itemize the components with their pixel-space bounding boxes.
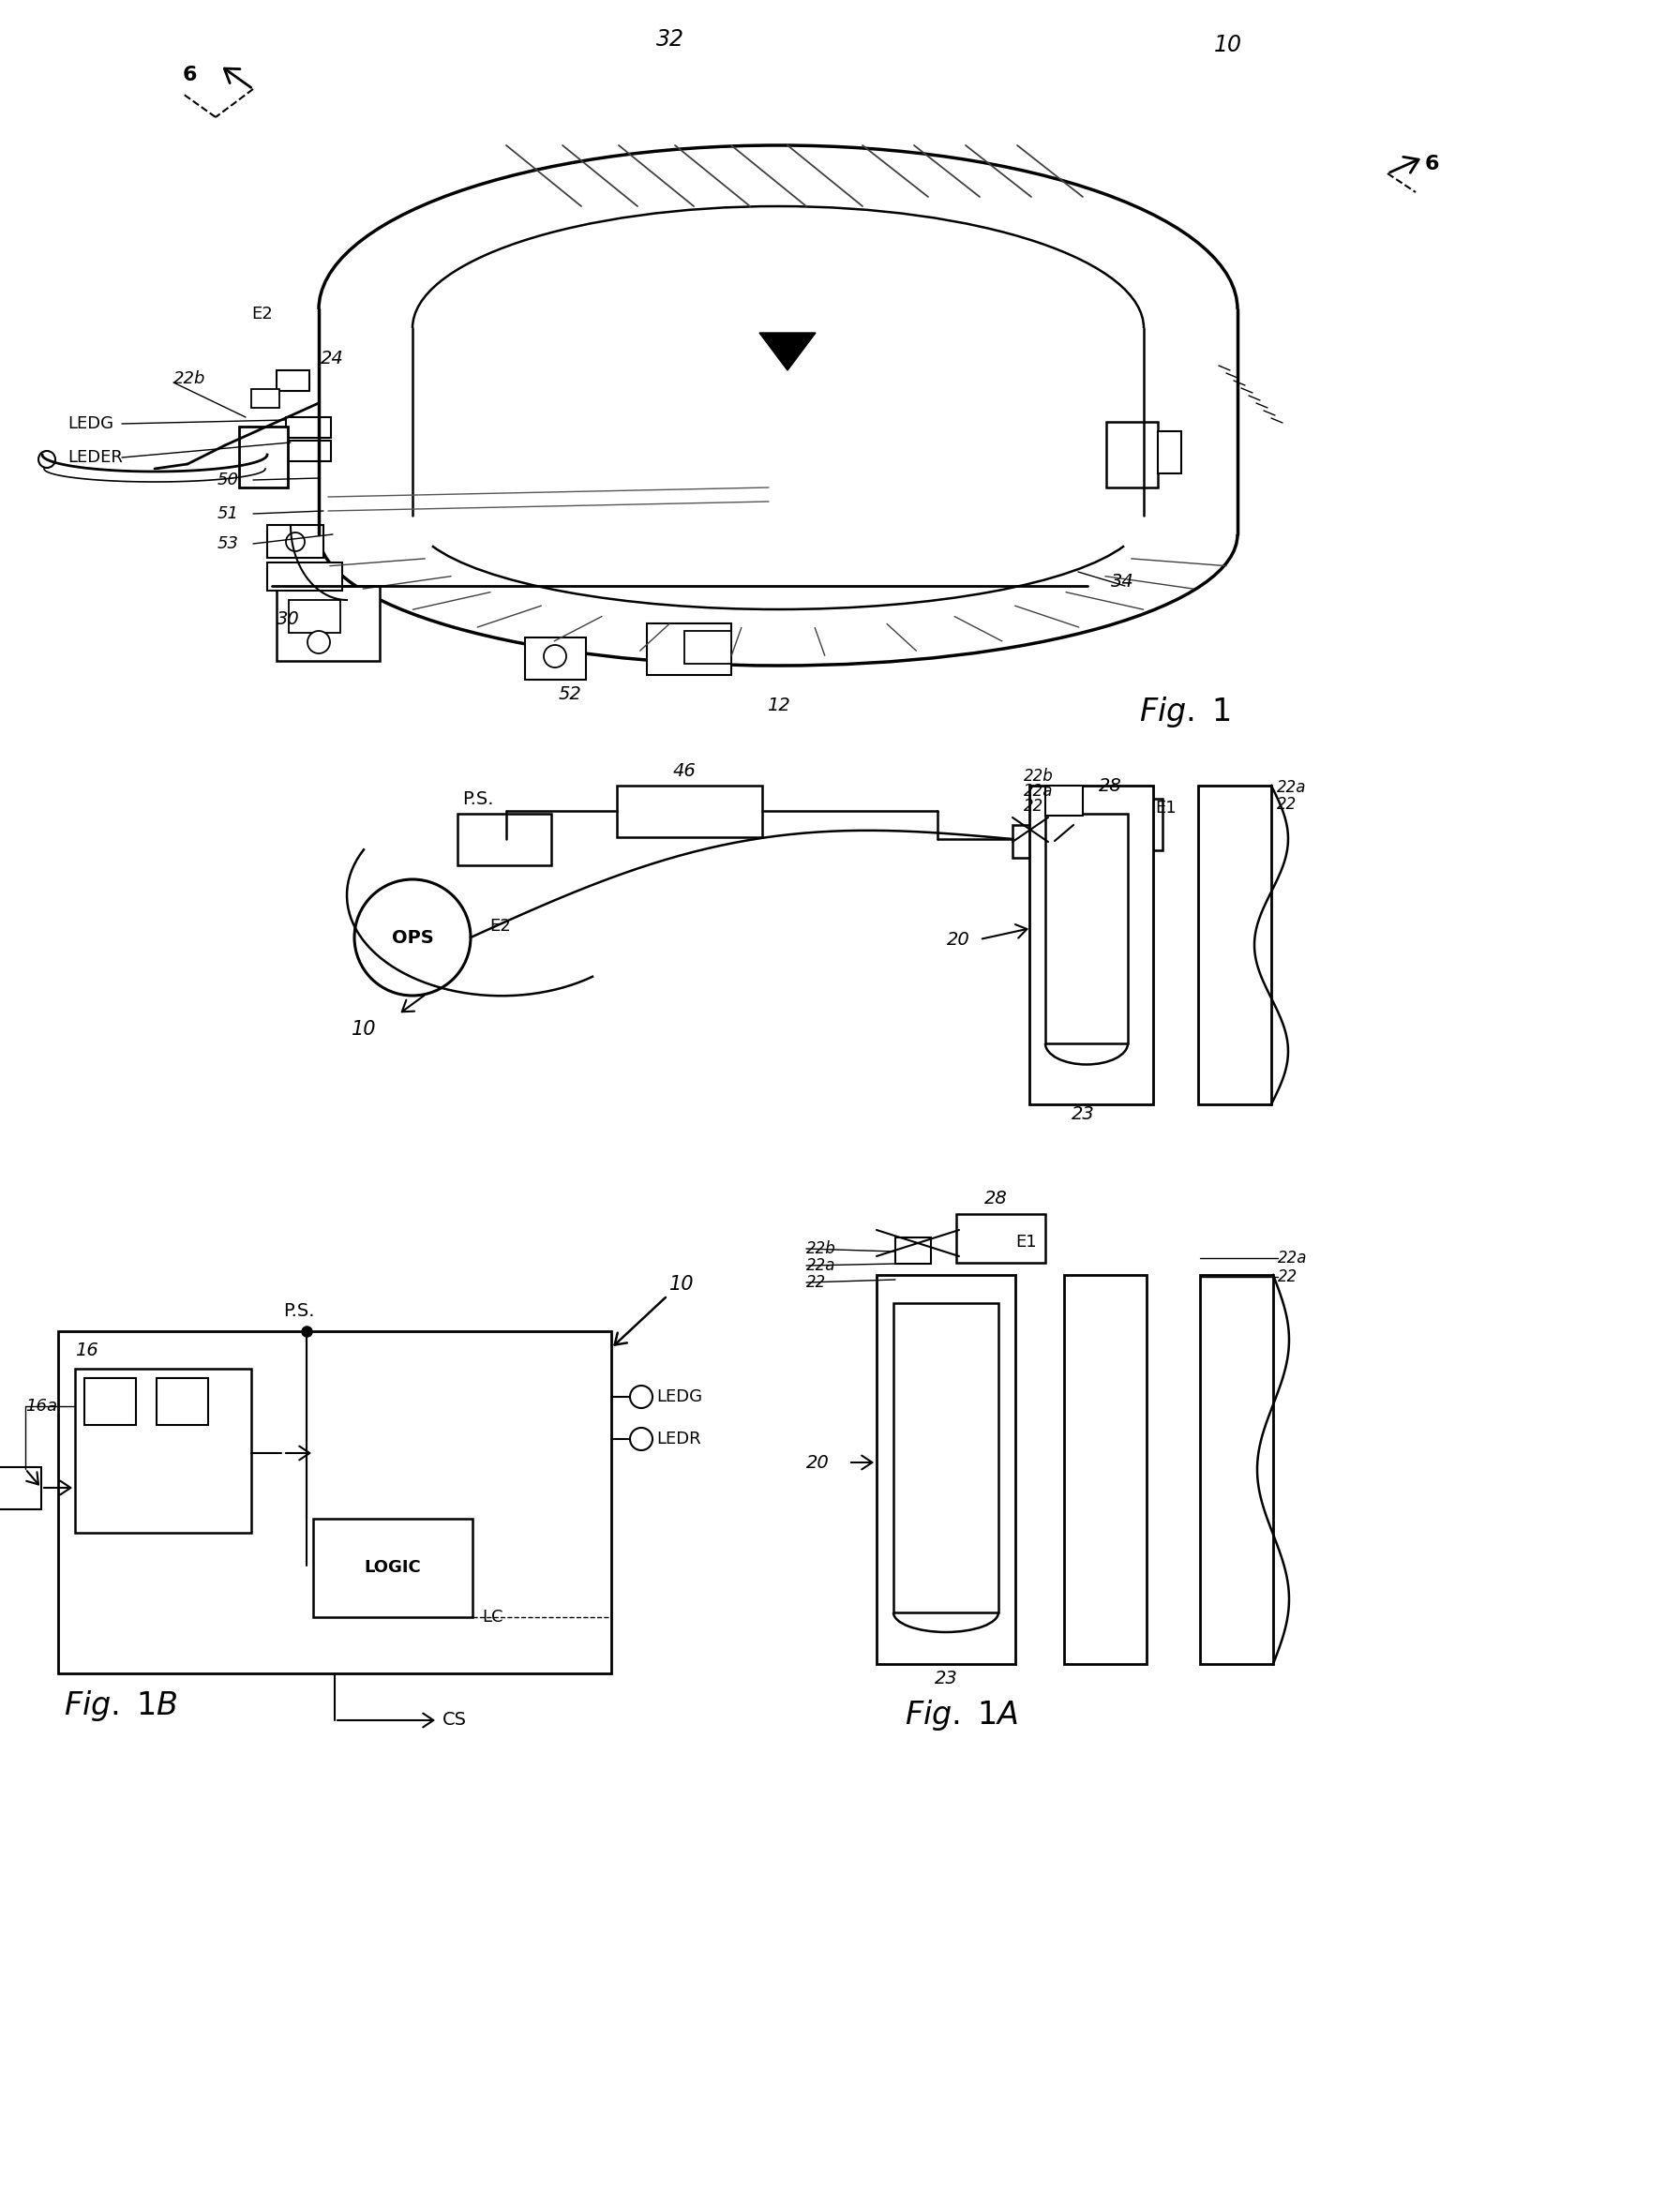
Text: LOGIC: LOGIC	[365, 1558, 422, 1576]
Text: 23: 23	[1072, 1104, 1094, 1122]
Text: LEDG: LEDG	[657, 1389, 702, 1406]
Text: 51: 51	[217, 505, 239, 522]
Text: E2: E2	[252, 306, 272, 322]
Bar	[1045, 813, 1127, 1042]
Text: 22a: 22a	[1023, 782, 1053, 800]
Bar	[277, 370, 309, 390]
Text: 46: 46	[674, 763, 696, 780]
Text: E1: E1	[1156, 800, 1176, 815]
Bar	[647, 624, 731, 674]
Text: 10: 10	[669, 1274, 694, 1294]
Bar	[524, 637, 586, 679]
Text: 10: 10	[351, 1020, 376, 1038]
Text: CS: CS	[442, 1710, 467, 1730]
Text: 23: 23	[934, 1668, 958, 1686]
Bar	[0, 1468, 42, 1510]
Text: 22: 22	[1278, 1267, 1297, 1285]
Text: 12: 12	[766, 696, 790, 714]
Bar	[312, 1519, 472, 1618]
Bar	[239, 428, 287, 487]
Polygon shape	[759, 333, 815, 370]
Text: 32: 32	[657, 29, 684, 51]
Bar	[267, 525, 324, 558]
Bar	[1063, 1274, 1146, 1664]
Bar	[286, 441, 331, 461]
Bar	[277, 586, 380, 661]
Circle shape	[630, 1386, 652, 1408]
Text: 52: 52	[559, 685, 581, 703]
Text: 6: 6	[183, 66, 197, 84]
Circle shape	[630, 1428, 652, 1450]
Circle shape	[39, 452, 55, 467]
Text: 6: 6	[1425, 154, 1440, 174]
Text: 50: 50	[217, 472, 239, 489]
Text: 34: 34	[1110, 573, 1134, 591]
Text: LEDER: LEDER	[67, 450, 123, 465]
Circle shape	[354, 879, 470, 996]
Text: 28: 28	[1099, 776, 1122, 793]
Text: LC: LC	[482, 1609, 502, 1627]
Bar	[1105, 421, 1158, 487]
Text: E1: E1	[1015, 1234, 1037, 1250]
Text: LEDG: LEDG	[67, 414, 114, 432]
Bar	[286, 417, 331, 439]
Text: 22: 22	[1023, 798, 1043, 815]
Text: 22b: 22b	[1023, 767, 1053, 785]
Text: 22b: 22b	[173, 370, 205, 388]
Bar	[1030, 785, 1152, 1104]
Bar	[252, 390, 279, 408]
Bar	[956, 1214, 1045, 1263]
Text: 10: 10	[1215, 33, 1242, 57]
Bar	[1158, 432, 1181, 474]
Text: $\mathit{Fig.\ 1A}$: $\mathit{Fig.\ 1A}$	[906, 1699, 1018, 1732]
Text: 22: 22	[1277, 796, 1297, 813]
Text: 22a: 22a	[806, 1256, 835, 1274]
Bar	[457, 813, 551, 866]
Bar	[1200, 1274, 1273, 1664]
Text: P.S.: P.S.	[462, 789, 494, 807]
Text: 16a: 16a	[25, 1397, 57, 1415]
Bar	[289, 599, 341, 633]
Text: LEDR: LEDR	[657, 1430, 701, 1448]
Text: 28: 28	[984, 1190, 1008, 1208]
Text: $\mathit{Fig.\ 1}$: $\mathit{Fig.\ 1}$	[1139, 694, 1231, 730]
Bar	[1198, 785, 1272, 1104]
Text: 30: 30	[277, 611, 299, 628]
Bar	[1074, 798, 1163, 851]
Text: 16: 16	[76, 1340, 97, 1360]
Text: 22b: 22b	[806, 1241, 837, 1256]
Bar	[877, 1274, 1015, 1664]
Text: 24: 24	[321, 348, 344, 368]
Circle shape	[307, 630, 329, 652]
Bar	[895, 1236, 931, 1263]
Text: P.S.: P.S.	[284, 1303, 314, 1320]
Text: 22a: 22a	[1277, 778, 1307, 796]
Text: $\mathit{Fig.\ 1B}$: $\mathit{Fig.\ 1B}$	[64, 1688, 178, 1724]
Bar	[156, 1378, 208, 1426]
Bar	[267, 562, 343, 591]
Bar	[59, 1331, 612, 1673]
Bar	[617, 785, 763, 838]
Text: 20: 20	[806, 1455, 830, 1472]
Text: OPS: OPS	[391, 928, 433, 946]
Circle shape	[286, 533, 304, 551]
Bar	[84, 1378, 136, 1426]
Text: 53: 53	[217, 536, 239, 553]
Bar	[894, 1303, 998, 1613]
Bar	[76, 1369, 252, 1532]
Bar	[1013, 824, 1055, 857]
Text: 20: 20	[948, 930, 969, 948]
Text: 22: 22	[806, 1274, 827, 1292]
Bar	[684, 630, 731, 663]
Circle shape	[544, 646, 566, 668]
Text: E2: E2	[489, 917, 511, 934]
Text: 22a: 22a	[1278, 1250, 1307, 1267]
Bar	[1045, 785, 1084, 815]
